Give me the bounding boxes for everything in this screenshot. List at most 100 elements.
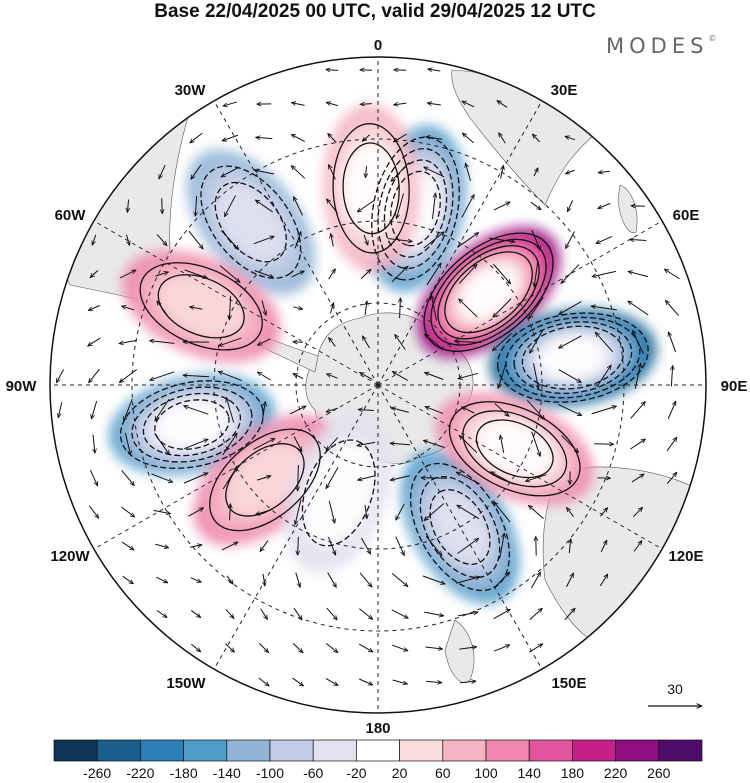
lon-label-90e: 90E (721, 378, 748, 395)
wind-vector-31 (365, 166, 366, 178)
wind-vector-257 (457, 612, 478, 617)
wind-vector-252 (293, 607, 302, 620)
wind-vector-259 (529, 608, 543, 621)
wind-vector-26 (191, 164, 202, 180)
wind-vector-173 (390, 443, 410, 445)
wind-vector-275 (359, 678, 373, 686)
contour-1-4 (521, 325, 625, 390)
wind-vector-238 (295, 572, 300, 588)
meridian-2 (377, 212, 677, 386)
wind-vector-249 (190, 610, 200, 617)
wind-vector-267 (391, 644, 408, 651)
colorbar-swatch-5 (269, 739, 314, 762)
meridian-5 (377, 384, 551, 684)
wind-vector-137 (425, 372, 444, 380)
wind-vector-161 (591, 406, 617, 415)
wind-vector-20 (426, 137, 443, 140)
copyright-mark: © (708, 34, 717, 43)
wind-vector-255 (391, 609, 409, 618)
anomaly-4-level-2 (215, 182, 287, 262)
anomaly-1 (489, 308, 657, 407)
wind-vector-24 (565, 136, 576, 141)
colorbar-label-9: 100 (474, 765, 498, 781)
wind-vector-225 (395, 536, 405, 556)
colorbar-swatch-10 (485, 739, 530, 762)
wind-vector-163 (667, 401, 676, 419)
contour-6-1 (119, 380, 264, 469)
wind-vector-107 (665, 300, 679, 316)
wind-vector-27 (221, 166, 240, 177)
map-boundary (49, 56, 707, 714)
wind-vector-234 (156, 576, 167, 584)
wind-vector-102 (493, 298, 512, 318)
wind-vector-156 (425, 407, 444, 414)
wind-vector-179 (594, 444, 613, 445)
wind-vector-21 (462, 133, 474, 144)
wind-vector-207 (328, 500, 335, 523)
wind-vector-271 (528, 644, 543, 653)
wind-vector-261 (190, 643, 200, 652)
wind-vector-43 (255, 200, 273, 213)
wind-vector-91 (122, 306, 135, 311)
anomaly-6-level-4 (154, 399, 230, 450)
wind-vector-120 (492, 332, 512, 351)
wind-vector-19 (393, 133, 407, 142)
colorbar-swatch-6 (312, 739, 357, 762)
wind-vector-178 (561, 435, 579, 452)
wind-vector-143 (634, 363, 640, 389)
wind-vector-98 (365, 301, 367, 316)
wind-vector-52 (566, 200, 574, 211)
wind-vector-41 (195, 195, 196, 216)
wind-vector-157 (462, 406, 475, 414)
wind-vector-86 (561, 264, 580, 284)
wind-vector-209 (396, 503, 405, 520)
wind-vector-72 (90, 270, 99, 277)
wind-vector-59 (220, 230, 239, 249)
wind-vector-205 (256, 508, 273, 514)
wind-vector-244 (493, 572, 509, 589)
wind-vector-154 (358, 409, 374, 410)
colorbar-swatch-3 (183, 739, 228, 762)
wind-vector-34 (465, 163, 472, 182)
colorbar-label-13: 260 (647, 765, 671, 781)
wind-vector-245 (531, 572, 540, 589)
wind-vector-231 (600, 540, 608, 553)
wind-vector-200 (88, 505, 98, 518)
colorbar-swatch-0 (53, 739, 98, 762)
wind-vector-7 (326, 102, 338, 107)
wind-vector-64 (387, 238, 413, 242)
contour-6-4 (154, 399, 230, 450)
reference-vector-value: 30 (667, 681, 683, 697)
wind-vector-233 (122, 575, 134, 584)
colorbar-swatch-7 (356, 739, 400, 762)
longitude-labels: 0 30E 60E 90E 120E 150E 180 150W 120W 90… (6, 37, 748, 737)
colorbar-swatch-4 (226, 739, 271, 762)
colorbar-label-1: -220 (126, 765, 154, 781)
wind-vector-263 (259, 643, 268, 652)
wind-vector-160 (558, 404, 582, 416)
wind-vector-128 (119, 369, 138, 382)
lon-label-0: 0 (374, 37, 382, 54)
lon-label-30e: 30E (551, 82, 578, 99)
wind-vector-272 (258, 677, 269, 686)
wind-vector-158 (494, 403, 509, 417)
colorbar-swatch-12 (572, 739, 616, 762)
wind-vector-174 (423, 440, 445, 449)
wind-vector-104 (559, 301, 582, 315)
wind-vector-218 (155, 543, 168, 548)
contour-10-1 (301, 439, 376, 547)
wind-vector-243 (455, 577, 480, 584)
wind-vector-53 (598, 202, 611, 208)
modes-logo: MODES© (606, 34, 716, 58)
map-title: Base 22/04/2025 00 UTC, valid 29/04/2025… (154, 1, 596, 22)
wind-vector-9 (394, 103, 407, 105)
meridian-11 (205, 86, 379, 386)
new-zealand-land (444, 619, 475, 683)
wind-vector-135 (360, 373, 373, 380)
wind-vector-122 (559, 335, 582, 348)
wind-vector-183 (121, 470, 135, 485)
brand-text: MODES (606, 34, 709, 58)
contour-4-2 (214, 181, 288, 263)
wind-vector-208 (365, 505, 367, 519)
wind-vector-214 (567, 507, 574, 517)
